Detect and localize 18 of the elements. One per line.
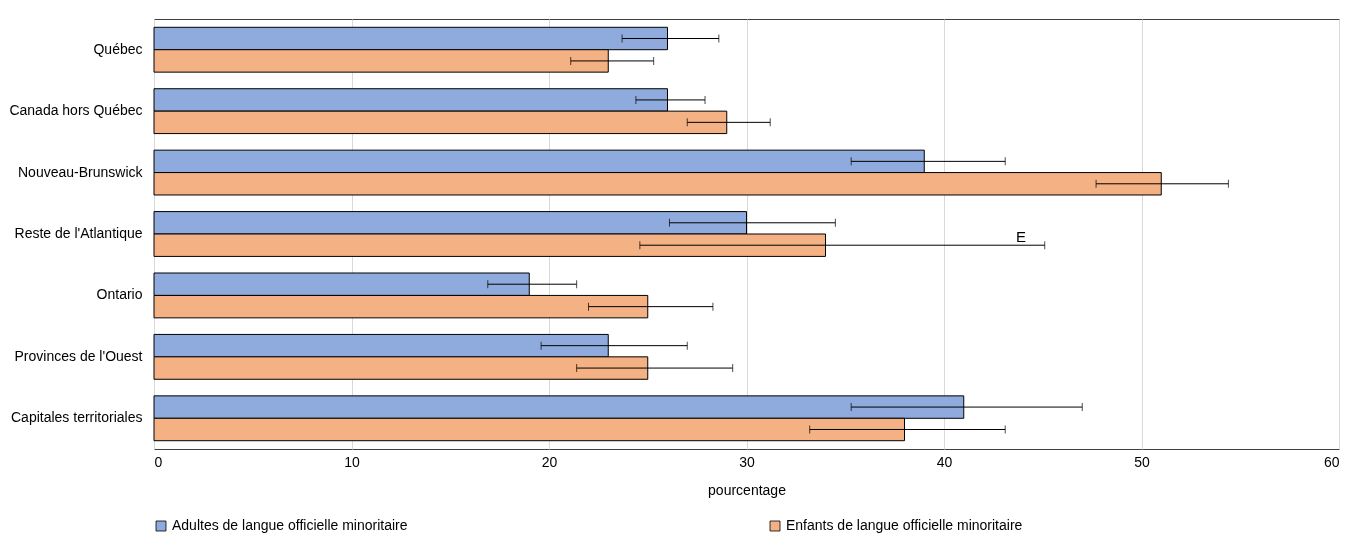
y-tick-label: Reste de l'Atlantique — [14, 225, 143, 241]
y-tick-label: Nouveau-Brunswick — [18, 163, 144, 180]
y-tick-label: Capitales territoriales — [11, 409, 143, 426]
x-tick-label: 30 — [739, 453, 755, 470]
x-tick-label: 60 — [1323, 453, 1340, 470]
x-tick-label: 40 — [936, 453, 953, 470]
y-tick-label: Canada hors Québec — [9, 102, 143, 119]
y-tick-label: Québec — [93, 40, 143, 57]
legend-label: Enfants de langue officielle minoritaire — [786, 517, 1023, 533]
y-tick-label: Ontario — [96, 286, 143, 303]
y-tick-label: Provinces de l'Ouest — [14, 347, 143, 364]
x-tick-label: 0 — [154, 453, 163, 470]
x-tick-label: 10 — [344, 453, 360, 470]
x-axis-title: pourcentage — [708, 481, 787, 498]
legend-label: Adultes de langue officielle minoritaire — [172, 517, 408, 533]
x-tick-label: 50 — [1134, 453, 1150, 470]
annotation: E — [1016, 228, 1027, 245]
x-tick-label: 20 — [541, 453, 558, 470]
